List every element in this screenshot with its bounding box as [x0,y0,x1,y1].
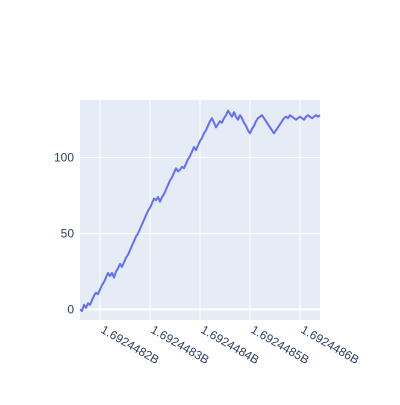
x-axis: 1.6924482B1.6924483B1.6924484B1.6924485B… [99,322,362,366]
series-layer [79,109,321,312]
y-tick-label: 0 [67,302,74,316]
grid [80,100,320,320]
series-line [79,109,321,312]
y-tick-label: 100 [54,151,74,165]
y-tick-label: 50 [61,227,75,241]
y-axis: 0 50 100 [54,151,74,317]
